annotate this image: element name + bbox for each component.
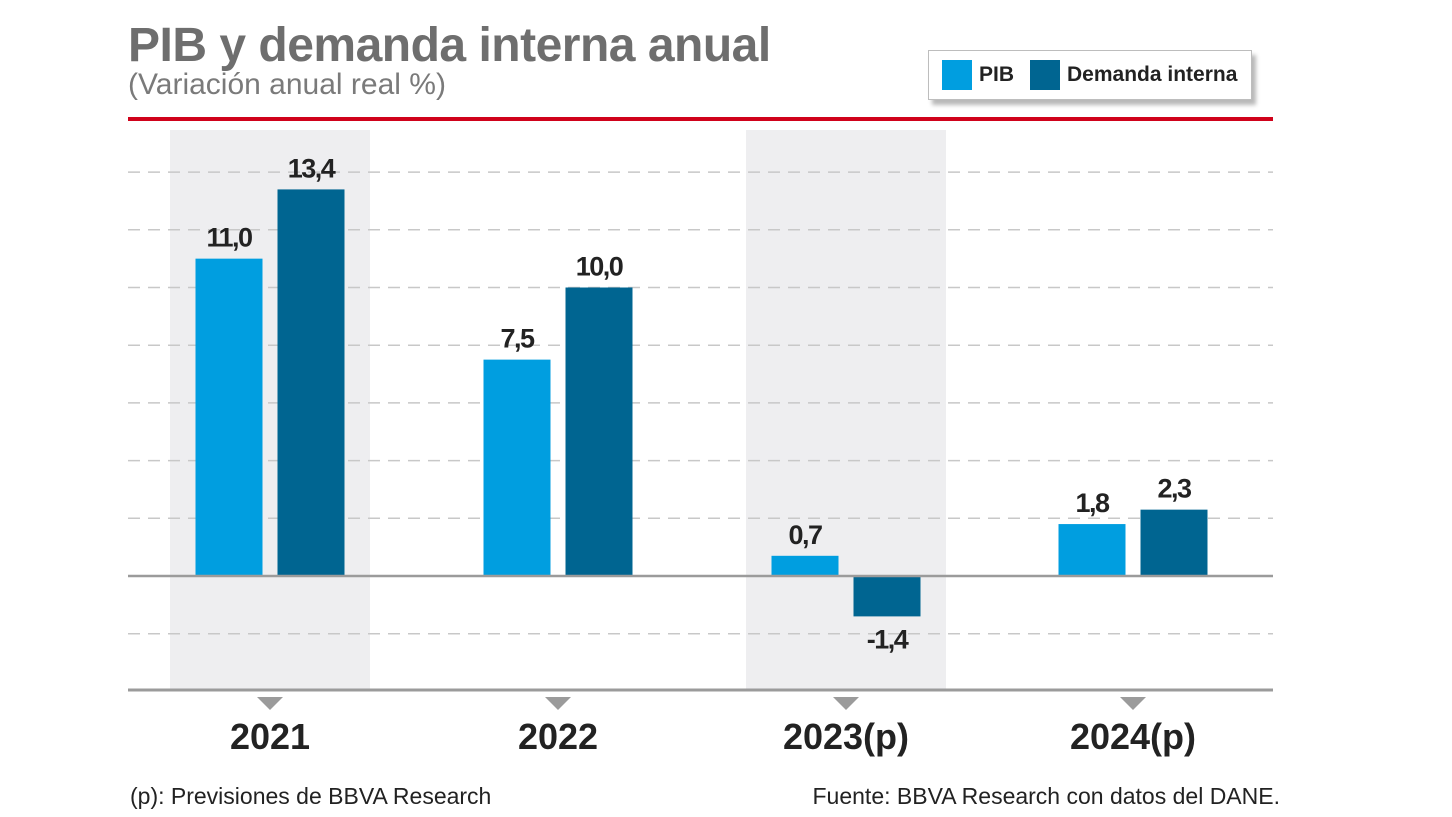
- data-label-pib-1: 7,5: [500, 324, 535, 354]
- legend-swatch-pib: [942, 60, 972, 90]
- data-label-pib-2: 0,7: [788, 520, 822, 550]
- bar-demanda-3: [1140, 509, 1208, 576]
- legend-swatch-demanda: [1030, 60, 1061, 90]
- legend-item-demanda: Demanda interna: [1030, 60, 1237, 90]
- data-label-pib-3: 1,8: [1075, 488, 1110, 518]
- bar-pib-1: [483, 359, 551, 576]
- data-label-demanda-0: 13,4: [288, 153, 336, 183]
- category-marker-0: [257, 697, 283, 710]
- data-label-pib-0: 11,0: [206, 223, 252, 253]
- x-tick-label-2: 2023(p): [783, 716, 909, 757]
- data-label-demanda-1: 10,0: [576, 252, 623, 282]
- data-label-demanda-2: -1,4: [867, 624, 909, 654]
- category-marker-2: [833, 697, 859, 710]
- bar-demanda-2: [853, 576, 921, 617]
- bar-pib-3: [1058, 524, 1126, 576]
- x-tick-label-0: 2021: [230, 716, 310, 757]
- x-tick-label-3: 2024(p): [1070, 716, 1196, 757]
- title-divider: [128, 117, 1273, 121]
- legend-label-demanda: Demanda interna: [1067, 63, 1238, 86]
- footnote: (p): Previsiones de BBVA Research: [130, 783, 492, 809]
- chart-subtitle: (Variación anual real %): [128, 68, 446, 101]
- bar-demanda-1: [565, 287, 633, 576]
- category-marker-3: [1120, 697, 1146, 710]
- source-note: Fuente: BBVA Research con datos del DANE…: [812, 783, 1281, 809]
- category-marker-1: [545, 697, 571, 710]
- legend: PIB Demanda interna: [928, 50, 1252, 100]
- bar-demanda-0: [277, 189, 345, 576]
- chart-title: PIB y demanda interna anual: [128, 19, 771, 72]
- bar-pib-2: [771, 555, 839, 576]
- data-label-demanda-3: 2,3: [1157, 474, 1192, 504]
- legend-item-pib: PIB: [942, 60, 1014, 90]
- legend-label-pib: PIB: [979, 63, 1015, 86]
- bar-pib-0: [195, 258, 263, 576]
- x-tick-label-1: 2022: [518, 716, 598, 757]
